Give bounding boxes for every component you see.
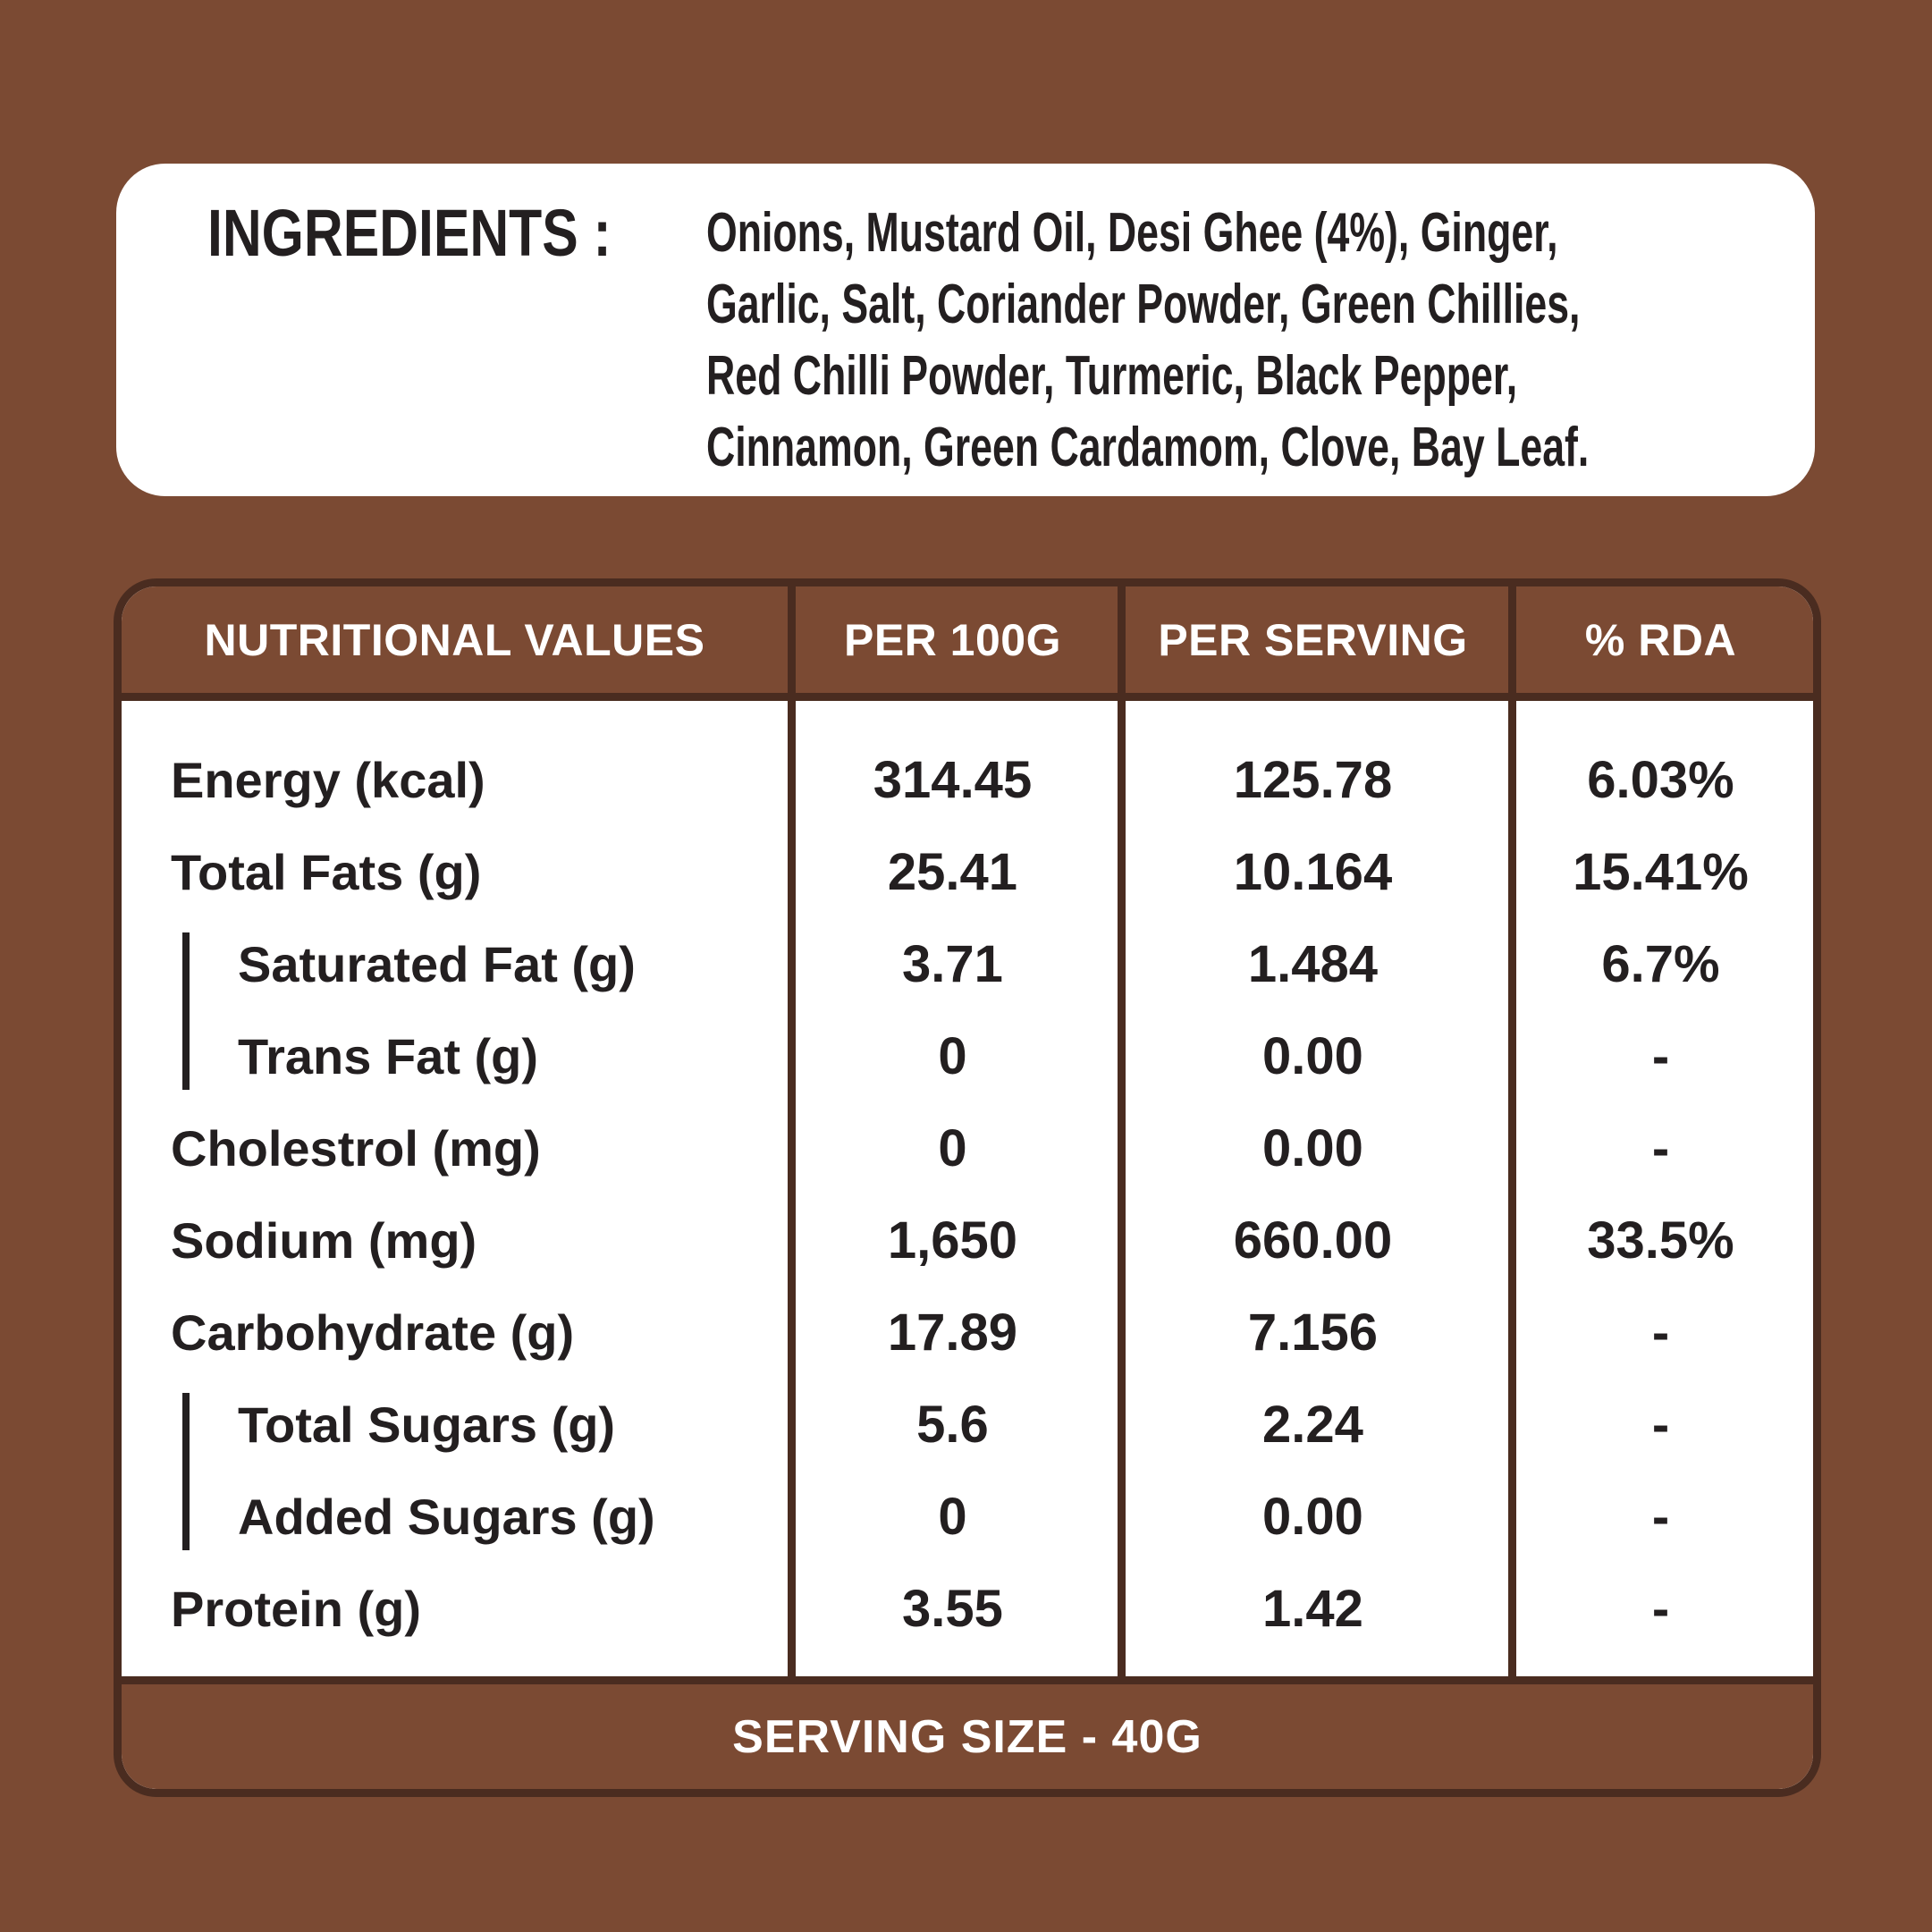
fats-subitem-bracket bbox=[182, 932, 190, 1090]
row-label-saturated-fat: Saturated Fat (g) bbox=[238, 936, 636, 992]
value-rda: - bbox=[1651, 1488, 1670, 1546]
header-per-serving: PER SERVING bbox=[1158, 614, 1468, 665]
ingredients-heading: INGREDIENTS : bbox=[207, 198, 706, 269]
value-rda: 33.5% bbox=[1587, 1211, 1734, 1270]
serving-size-text: SERVING SIZE - 40G bbox=[732, 1710, 1202, 1763]
nutrition-table-header: NUTRITIONAL VALUES PER 100G PER SERVING … bbox=[122, 586, 1813, 701]
ingredients-heading-text: INGREDIENTS : bbox=[207, 196, 612, 270]
value-per-serving: 0.00 bbox=[1262, 1119, 1363, 1177]
column-divider bbox=[1508, 586, 1516, 1684]
value-per-serving: 1.42 bbox=[1262, 1580, 1363, 1638]
row-label-cholestrol: Cholestrol (mg) bbox=[171, 1120, 541, 1177]
value-per-100g: 3.55 bbox=[902, 1580, 1003, 1638]
ingredients-line: Cinnamon, Green Cardamom, Clove, Bay Lea… bbox=[706, 417, 1590, 478]
header-nutritional-values: NUTRITIONAL VALUES bbox=[204, 614, 705, 665]
column-divider bbox=[788, 586, 796, 1684]
value-rda: 6.7% bbox=[1601, 935, 1720, 993]
row-label-protein: Protein (g) bbox=[171, 1581, 421, 1637]
header-per-100g: PER 100G bbox=[843, 614, 1061, 665]
value-rda: - bbox=[1651, 1303, 1670, 1362]
value-per-serving: 1.484 bbox=[1247, 935, 1379, 993]
value-per-serving: 2.24 bbox=[1262, 1396, 1363, 1454]
value-per-100g: 0 bbox=[938, 1027, 967, 1085]
ingredients-list: Onions, Mustard Oil, Desi Ghee (4%), Gin… bbox=[706, 198, 1932, 484]
value-rda: 15.41% bbox=[1573, 843, 1749, 901]
ingredients-line: Garlic, Salt, Coriander Powder, Green Ch… bbox=[706, 274, 1581, 335]
value-per-serving: 0.00 bbox=[1262, 1488, 1363, 1546]
value-rda: - bbox=[1651, 1027, 1670, 1085]
value-per-serving: 125.78 bbox=[1233, 751, 1393, 809]
row-label-energy: Energy (kcal) bbox=[171, 752, 485, 808]
row-label-total-sugars: Total Sugars (g) bbox=[238, 1396, 616, 1453]
sugars-subitem-bracket bbox=[182, 1393, 190, 1550]
header-rda: % RDA bbox=[1584, 614, 1737, 665]
nutrition-table-body: Energy (kcal) 314.45 125.78 6.03% Total … bbox=[122, 701, 1813, 1684]
value-rda: - bbox=[1651, 1119, 1670, 1177]
row-label-sodium: Sodium (mg) bbox=[171, 1212, 477, 1269]
value-per-100g: 25.41 bbox=[887, 843, 1018, 901]
row-label-carbohydrate: Carbohydrate (g) bbox=[171, 1304, 575, 1361]
value-per-100g: 0 bbox=[938, 1119, 967, 1177]
value-per-serving: 660.00 bbox=[1233, 1211, 1393, 1270]
row-label-trans-fat: Trans Fat (g) bbox=[238, 1028, 539, 1084]
nutrition-table: NUTRITIONAL VALUES PER 100G PER SERVING … bbox=[114, 578, 1821, 1797]
ingredients-line: Red Chilli Powder, Turmeric, Black Peppe… bbox=[706, 345, 1518, 407]
value-per-serving: 7.156 bbox=[1247, 1303, 1379, 1362]
value-per-100g: 3.71 bbox=[902, 935, 1003, 993]
value-rda: - bbox=[1651, 1396, 1670, 1454]
value-rda: 6.03% bbox=[1587, 751, 1734, 809]
value-per-100g: 0 bbox=[938, 1488, 967, 1546]
value-rda: - bbox=[1651, 1580, 1670, 1638]
column-divider bbox=[1118, 586, 1126, 1684]
value-per-100g: 17.89 bbox=[887, 1303, 1018, 1362]
row-label-total-fats: Total Fats (g) bbox=[171, 844, 482, 900]
ingredients-card: INGREDIENTS : Onions, Mustard Oil, Desi … bbox=[116, 164, 1815, 496]
value-per-100g: 5.6 bbox=[916, 1396, 989, 1454]
value-per-100g: 314.45 bbox=[873, 751, 1033, 809]
value-per-serving: 0.00 bbox=[1262, 1027, 1363, 1085]
ingredients-line: Onions, Mustard Oil, Desi Ghee (4%), Gin… bbox=[706, 202, 1558, 264]
row-label-added-sugars: Added Sugars (g) bbox=[238, 1489, 655, 1545]
serving-size-bar: SERVING SIZE - 40G bbox=[122, 1684, 1813, 1789]
value-per-100g: 1,650 bbox=[887, 1211, 1018, 1270]
value-per-serving: 10.164 bbox=[1233, 843, 1393, 901]
